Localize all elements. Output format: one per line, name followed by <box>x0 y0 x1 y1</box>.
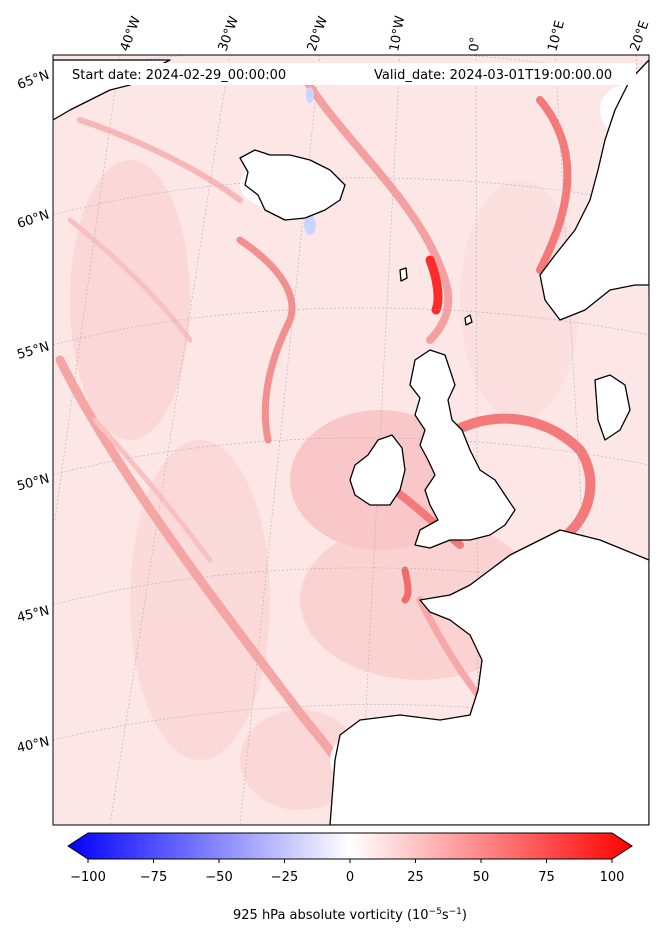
colorbar-tick-label: −75 <box>140 870 167 885</box>
coast-faroe <box>399 267 408 282</box>
header-band <box>62 63 636 85</box>
colorbar-tick-label: 100 <box>600 870 625 885</box>
lon-label-20w: 20°W <box>305 14 331 53</box>
map-panel <box>53 55 649 825</box>
coast-france-iberia <box>329 529 649 825</box>
lon-label-40w: 40°W <box>118 14 144 53</box>
coastlines <box>53 59 649 825</box>
lon-label-10e: 10°E <box>545 19 568 53</box>
start-date-label: Start date: 2024-02-29_00:00:00 <box>72 68 286 83</box>
map-frame <box>52 54 650 826</box>
lat-label-50n: 50°N <box>15 471 51 494</box>
colorbar-tick-label: 75 <box>538 870 555 885</box>
coast-shetland <box>464 314 473 326</box>
colorbar-tick-label: −100 <box>70 870 106 885</box>
coast-iceland <box>239 149 346 221</box>
colorbar-tick-label: 50 <box>473 870 490 885</box>
latitude-labels: 65°N 60°N 55°N 50°N 45°N 40°N <box>15 68 51 757</box>
longitude-labels: 40°W 30°W 20°W 10°W 0° 10°E 20°E <box>118 14 653 53</box>
colorbar-tick-label: 0 <box>346 870 354 885</box>
coast-great-britain <box>409 349 516 549</box>
colorbar-tick-label: −25 <box>271 870 298 885</box>
lon-label-30w: 30°W <box>216 14 242 53</box>
lon-label-0: 0° <box>467 36 483 52</box>
lat-label-45n: 45°N <box>16 603 51 625</box>
lat-label-55n: 55°N <box>15 339 51 362</box>
colorbar-title: 925 hPa absolute vorticity (10−5s−1) <box>233 907 467 923</box>
colorbar: −100 −75 −50 −25 0 25 50 75 100 925 hPa absolute… <box>67 832 633 923</box>
lon-label-10w: 10°W <box>387 15 408 53</box>
coast-norway <box>539 59 649 321</box>
coast-denmark <box>594 374 631 441</box>
valid-date-label: Valid_date: 2024-03-01T19:00:00.00 <box>374 68 612 83</box>
colorbar-body <box>67 832 633 860</box>
lon-label-20e: 20°E <box>628 19 653 54</box>
coast-ireland <box>349 434 406 506</box>
colorbar-ticks: −100 −75 −50 −25 0 25 50 75 100 <box>70 859 624 885</box>
lat-label-40n: 40°N <box>16 734 51 756</box>
colorbar-tick-label: −50 <box>205 870 232 885</box>
colorbar-tick-label: 25 <box>407 870 424 885</box>
lat-label-60n: 60°N <box>15 208 51 232</box>
lat-label-65n: 65°N <box>15 68 51 93</box>
